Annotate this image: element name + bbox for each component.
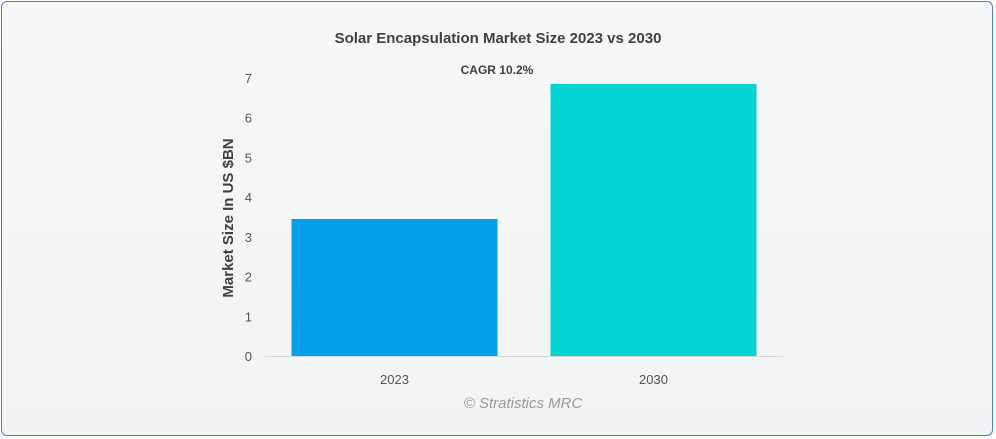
- bar-2023: [291, 218, 498, 356]
- y-tick-label: 4: [245, 190, 252, 205]
- cagr-annotation: CAGR 10.2%: [461, 63, 534, 77]
- y-axis-label: Market Size In US $BN: [220, 138, 237, 297]
- y-tick-label: 1: [245, 309, 252, 324]
- chart-title: Solar Encapsulation Market Size 2023 vs …: [334, 30, 662, 47]
- bars-group: [291, 83, 757, 356]
- x-axis-ticks: 2023 2030: [380, 372, 668, 387]
- x-tick-label: 2030: [639, 372, 668, 387]
- watermark: © Stratistics MRC: [463, 395, 583, 412]
- y-axis-ticks: 0 1 2 3 4 5 6 7: [245, 71, 252, 364]
- y-tick-label: 3: [245, 230, 252, 245]
- y-tick-label: 2: [245, 270, 252, 285]
- y-tick-label: 6: [245, 111, 252, 126]
- bar-2030: [550, 83, 757, 356]
- x-tick-label: 2023: [380, 372, 409, 387]
- y-tick-label: 5: [245, 150, 252, 165]
- y-tick-label: 0: [245, 349, 252, 364]
- y-tick-label: 7: [245, 71, 252, 86]
